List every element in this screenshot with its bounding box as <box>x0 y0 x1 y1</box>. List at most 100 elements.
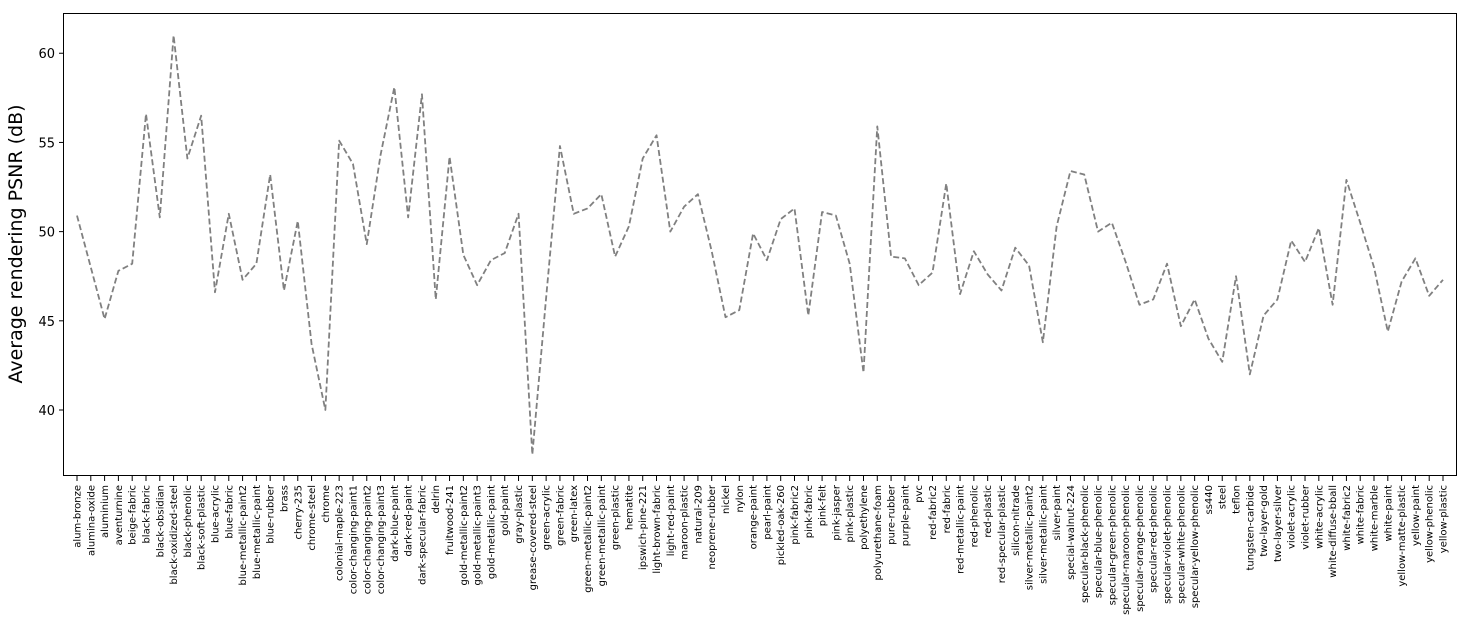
y-tick-label: 45 <box>38 315 55 330</box>
x-tick-label: blue-acrylic <box>210 485 221 543</box>
data-point <box>477 285 478 286</box>
data-point <box>808 315 809 316</box>
data-point <box>325 409 326 410</box>
x-tick-label: hematite <box>624 485 635 530</box>
x-tick-label: polyurethane-foam <box>873 485 884 581</box>
x-tick-label: teflon <box>1232 485 1243 514</box>
data-point <box>1387 331 1388 332</box>
data-point <box>1263 315 1264 316</box>
data-point <box>145 113 146 114</box>
x-tick-label: ss440 <box>1204 485 1215 515</box>
x-tick-label: light-brown-fabric <box>652 485 663 574</box>
data-point <box>76 215 77 216</box>
data-point <box>739 310 740 311</box>
x-tick-label: brass <box>279 485 290 512</box>
data-point <box>173 35 174 36</box>
data-point <box>132 263 133 264</box>
x-tick-label: specular-maroon-phenolic <box>1121 485 1132 615</box>
x-tick-label: specular-orange-phenolic <box>1135 485 1146 612</box>
x-tick-label: blue-fabric <box>224 485 235 539</box>
x-tick-label: pink-fabric2 <box>790 485 801 545</box>
x-tick-label: specular-blue-phenolic <box>1094 485 1105 598</box>
x-tick-label: dark-specular-fabric <box>417 485 428 585</box>
data-point <box>1097 231 1098 232</box>
x-tick-label: black-oxidized-steel <box>169 485 180 585</box>
x-tick-label: tungsten-carbide <box>1245 485 1256 571</box>
data-point <box>1166 263 1167 264</box>
x-tick-label: blue-metallic-paint <box>252 485 263 579</box>
x-tick-label: grease-covered-steel <box>528 485 539 590</box>
data-point <box>90 267 91 268</box>
data-point <box>1235 276 1236 277</box>
data-point <box>973 251 974 252</box>
x-tick-label: aluminium <box>100 485 111 538</box>
x-tick-label: two-layer-gold <box>1259 485 1270 557</box>
x-tick-label: steel <box>1218 485 1229 509</box>
data-point <box>1442 279 1443 280</box>
x-tick-label: green-fabric <box>555 485 566 546</box>
x-tick-label: blue-metallic-paint2 <box>238 485 249 585</box>
x-tick-label: black-obsidian <box>155 485 166 557</box>
data-point <box>1015 247 1016 248</box>
x-tick-label: orange-paint <box>749 485 760 549</box>
data-point <box>697 194 698 195</box>
data-point <box>546 297 547 298</box>
x-tick-label: specular-white-phenolic <box>1176 485 1187 604</box>
data-point <box>711 251 712 252</box>
x-tick-label: pickled-oak-260 <box>776 485 787 565</box>
x-tick-label: white-paint <box>1383 485 1394 542</box>
x-tick-label: color-changing-paint2 <box>362 485 373 594</box>
x-tick-label: colonial-maple-223 <box>335 485 346 581</box>
data-point <box>463 254 464 255</box>
x-tick-label: gold-metallic-paint2 <box>459 485 470 585</box>
x-tick-label: green-metallic-paint2 <box>583 485 594 593</box>
x-tick-label: red-phenolic <box>969 485 980 547</box>
data-point <box>1208 338 1209 339</box>
y-tick-label: 40 <box>38 404 55 419</box>
data-point <box>1291 240 1292 241</box>
x-tick-label: black-phenolic <box>183 485 194 558</box>
data-point <box>449 156 450 157</box>
x-tick-label: yellow-plastic <box>1439 485 1450 553</box>
x-tick-label: white-fabric <box>1356 485 1367 544</box>
x-tick-label: nickel <box>721 485 732 514</box>
data-point <box>835 215 836 216</box>
data-point <box>1028 265 1029 266</box>
x-tick-label: black-fabric <box>141 485 152 544</box>
x-axis-ticks: alum-bronze alumina-oxide aluminium aventur… <box>73 476 1450 615</box>
data-point <box>532 454 533 455</box>
data-point <box>104 318 105 319</box>
data-point <box>1056 226 1057 227</box>
x-tick-label: dark-blue-paint <box>390 485 401 562</box>
x-tick-label: color-changing-paint1 <box>348 485 359 594</box>
x-tick-label: green-acrylic <box>542 485 553 550</box>
x-tick-label: pvc <box>914 485 925 503</box>
data-point <box>311 343 312 344</box>
x-tick-label: specular-green-phenolic <box>1107 485 1118 605</box>
x-tick-label: special-walnut-224 <box>1066 485 1077 580</box>
data-point <box>918 285 919 286</box>
data-point <box>118 270 119 271</box>
x-tick-label: red-specular-plastic <box>997 485 1008 583</box>
x-tick-label: green-plastic <box>611 485 622 550</box>
x-tick-label: light-red-paint <box>666 485 677 556</box>
data-point <box>256 263 257 264</box>
data-point <box>421 94 422 95</box>
data-point <box>1042 342 1043 343</box>
data-point <box>1332 304 1333 305</box>
x-tick-label: red-fabric2 <box>928 485 939 540</box>
x-tick-label: pink-plastic <box>845 485 856 543</box>
y-tick-label: 55 <box>38 136 55 151</box>
data-point <box>615 256 616 257</box>
data-point <box>656 135 657 136</box>
data-point <box>932 272 933 273</box>
data-point <box>242 279 243 280</box>
x-tick-label: chrome <box>321 485 332 523</box>
y-axis-ticks: 40 45 50 55 60 <box>38 47 64 419</box>
data-point <box>270 174 271 175</box>
data-point <box>366 244 367 245</box>
x-tick-label: nylon <box>735 485 746 513</box>
series-group <box>76 34 1444 456</box>
